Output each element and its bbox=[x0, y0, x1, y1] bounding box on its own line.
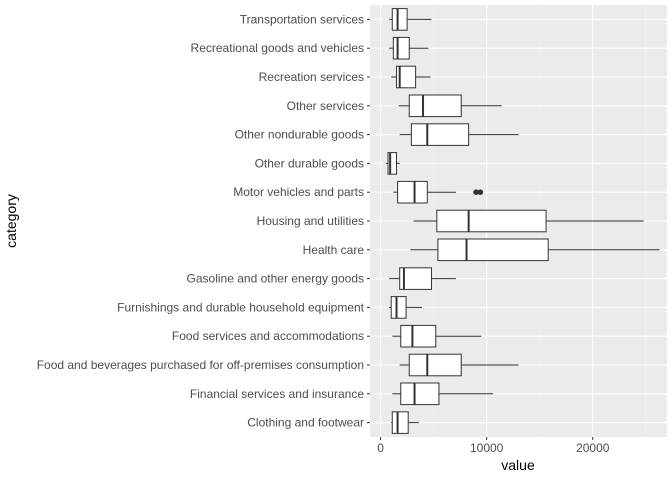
box-iqr bbox=[396, 65, 417, 89]
box-group bbox=[392, 324, 482, 348]
box-group bbox=[391, 65, 431, 89]
box-iqr bbox=[408, 353, 462, 377]
box-group bbox=[398, 94, 502, 118]
box-group bbox=[392, 382, 494, 406]
box-iqr bbox=[387, 152, 398, 175]
y-tick-label: Health care bbox=[303, 243, 365, 257]
box-group bbox=[391, 411, 419, 434]
box-series bbox=[385, 8, 660, 434]
y-tick-label: Other nondurable goods bbox=[235, 128, 364, 142]
x-tick-label: 0 bbox=[377, 441, 384, 455]
box-iqr bbox=[399, 267, 433, 290]
y-tick-label: Other services bbox=[287, 99, 364, 113]
box-group bbox=[410, 238, 660, 262]
box-group bbox=[385, 152, 400, 175]
y-tick-label: Clothing and footwear bbox=[247, 416, 364, 430]
y-tick-label: Transportation services bbox=[240, 12, 364, 26]
box-group bbox=[389, 8, 432, 31]
y-tick-labels: Clothing and footwear Financial services … bbox=[37, 12, 370, 430]
box-iqr bbox=[397, 180, 428, 204]
y-tick-label: Housing and utilities bbox=[257, 214, 364, 228]
x-tick-labels: 0 10000 20000 bbox=[377, 437, 610, 455]
y-tick-label: Financial services and insurance bbox=[190, 387, 364, 401]
y-tick-label: Furnishings and durable household equipm… bbox=[117, 300, 365, 314]
y-axis-title: category bbox=[3, 194, 19, 248]
y-tick-label: Gasoline and other energy goods bbox=[187, 272, 364, 286]
y-tick-label: Other durable goods bbox=[255, 156, 364, 170]
box-group bbox=[399, 353, 519, 377]
box-iqr bbox=[391, 411, 409, 434]
y-tick-label: Food services and accommodations bbox=[172, 329, 364, 343]
x-tick-label: 20000 bbox=[576, 441, 610, 455]
box-group bbox=[389, 36, 429, 60]
y-tick-label: Motor vehicles and parts bbox=[233, 185, 364, 199]
box-iqr bbox=[410, 123, 470, 146]
box-group bbox=[393, 180, 484, 204]
y-tick-label: Recreation services bbox=[259, 70, 364, 84]
box-group bbox=[399, 123, 519, 146]
x-axis-title: value bbox=[501, 457, 535, 473]
box-iqr bbox=[390, 296, 407, 319]
box-iqr bbox=[391, 8, 408, 31]
y-tick-label: Recreational goods and vehicles bbox=[191, 41, 364, 55]
box-iqr bbox=[408, 94, 462, 118]
outlier-point bbox=[477, 189, 484, 195]
outlier-point bbox=[473, 189, 479, 195]
box-group bbox=[389, 267, 456, 290]
box-iqr bbox=[392, 36, 410, 60]
x-tick-label: 10000 bbox=[470, 441, 504, 455]
box-iqr bbox=[436, 209, 547, 233]
box-group bbox=[413, 209, 644, 233]
box-group bbox=[389, 296, 422, 319]
box-iqr bbox=[400, 324, 437, 348]
box-iqr bbox=[437, 238, 549, 262]
box-iqr bbox=[400, 382, 440, 406]
y-tick-label: Food and beverages purchased for off-pre… bbox=[37, 358, 364, 372]
